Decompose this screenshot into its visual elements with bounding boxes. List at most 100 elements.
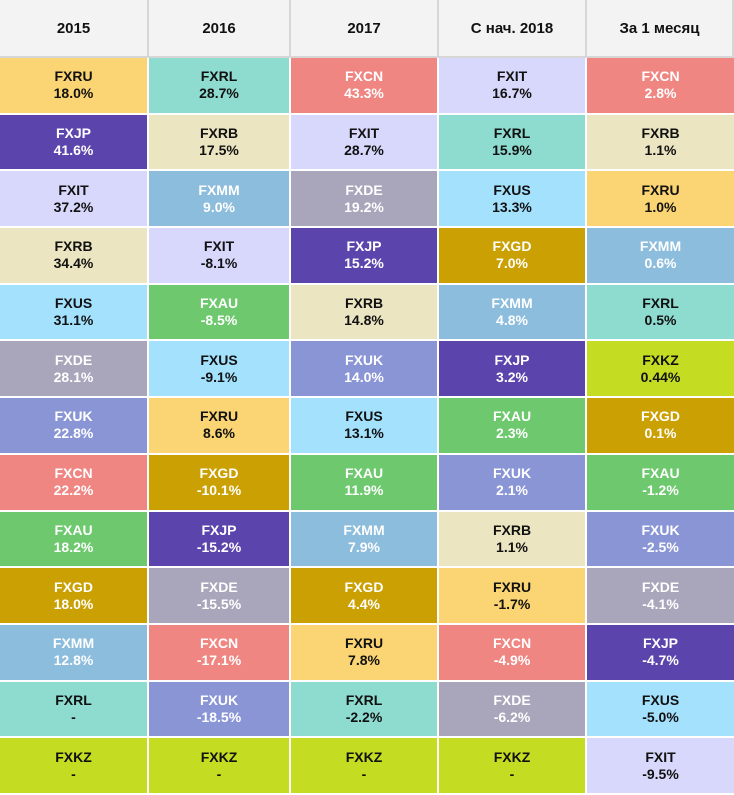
table-cell: FXJP 3.2% <box>439 341 587 399</box>
table-cell: FXIT 28.7% <box>291 114 439 172</box>
ticker-label: FXRB <box>641 125 680 142</box>
return-value: -15.2% <box>196 538 242 555</box>
column-header: За 1 месяц <box>587 0 734 58</box>
ticker-label: FXJP <box>346 238 382 255</box>
ticker-label: FXJP <box>201 521 237 538</box>
return-value: -17.1% <box>196 652 242 669</box>
table-cell: FXRU 1.0% <box>587 171 734 229</box>
ticker-label: FXUK <box>54 408 93 425</box>
table-cell: FXRL -2.2% <box>291 681 439 739</box>
ticker-label: FXDE <box>641 578 680 595</box>
return-value: 34.4% <box>53 255 94 272</box>
ticker-label: FXIT <box>203 238 235 255</box>
return-value: 1.1% <box>644 142 677 159</box>
table-cell: FXAU -1.2% <box>587 454 734 512</box>
return-value: - <box>361 765 367 782</box>
return-value: - <box>71 765 76 782</box>
table-cell: FXDE 19.2% <box>291 171 439 229</box>
ticker-label: FXRL <box>345 691 383 708</box>
table-cell: FXAU 18.2% <box>0 511 149 569</box>
table-cell: FXUK 22.8% <box>0 398 149 455</box>
return-value: 7.9% <box>348 538 380 555</box>
ticker-label: FXDE <box>200 578 238 595</box>
ticker-label: FXRU <box>199 408 239 425</box>
return-value: 13.3% <box>492 198 532 215</box>
table-cell: FXRB 34.4% <box>0 228 149 285</box>
ticker-label: FXKZ <box>493 748 531 765</box>
column-header: 2015 <box>0 0 149 58</box>
table-cell: FXJP 41.6% <box>0 114 149 172</box>
return-value: 7.8% <box>348 652 380 669</box>
ticker-label: FXAU <box>641 465 680 482</box>
table-cell: FXUK 2.1% <box>439 454 587 512</box>
table-cell: FXDE -15.5% <box>149 568 291 625</box>
ticker-label: FXAU <box>54 521 93 538</box>
ticker-label: FXCN <box>199 635 239 652</box>
return-value: 37.2% <box>53 198 94 215</box>
return-value: 28.1% <box>53 368 94 385</box>
return-value: 22.8% <box>53 425 94 442</box>
return-value: 7.0% <box>496 255 528 272</box>
column-header: 2016 <box>149 0 291 58</box>
return-value: 22.2% <box>53 482 94 499</box>
return-value: -4.1% <box>642 595 679 612</box>
ticker-label: FXUS <box>200 351 238 368</box>
table-cell: FXKZ - <box>0 738 149 795</box>
return-value: 3.2% <box>496 368 528 385</box>
table-cell: FXUS -9.1% <box>149 341 291 399</box>
return-value: -9.5% <box>642 765 679 782</box>
return-value: - <box>509 765 515 782</box>
table-cell: FXAU -8.5% <box>149 284 291 342</box>
table-cell: FXUS 13.1% <box>291 398 439 455</box>
table-cell: FXUS 31.1% <box>0 284 149 342</box>
table-cell: FXIT -8.1% <box>149 228 291 285</box>
table-cell: FXJP 15.2% <box>291 228 439 285</box>
return-value: -18.5% <box>196 708 242 725</box>
return-value: -8.5% <box>200 312 238 329</box>
return-value: 14.0% <box>344 368 384 385</box>
return-value: -9.1% <box>200 368 238 385</box>
ticker-label: FXRB <box>492 521 532 538</box>
return-value: 31.1% <box>53 312 94 329</box>
table-cell: FXGD 4.4% <box>291 568 439 625</box>
return-value: 8.6% <box>203 425 235 442</box>
ticker-label: FXRB <box>344 295 384 312</box>
return-value: 14.8% <box>344 312 384 329</box>
column-header: 2017 <box>291 0 439 58</box>
ticker-label: FXKZ <box>200 748 238 765</box>
ticker-label: FXDE <box>54 351 93 368</box>
ticker-label: FXMM <box>343 521 385 538</box>
return-value: - <box>216 765 222 782</box>
ticker-label: FXRL <box>55 691 92 708</box>
ticker-label: FXAU <box>199 295 239 312</box>
ticker-label: FXUS <box>493 181 531 198</box>
return-value: 13.1% <box>344 425 384 442</box>
table-cell: FXCN 43.3% <box>291 58 439 115</box>
ticker-label: FXIT <box>58 181 89 198</box>
return-value: 11.9% <box>344 482 384 499</box>
ticker-label: FXJP <box>642 635 678 652</box>
return-value: 0.6% <box>644 255 677 272</box>
table-cell: FXKZ - <box>149 738 291 795</box>
return-value: - <box>71 708 76 725</box>
return-value: 18.0% <box>53 85 94 102</box>
ticker-label: FXUK <box>492 465 532 482</box>
table-cell: FXCN -17.1% <box>149 624 291 682</box>
table-cell: FXMM 7.9% <box>291 511 439 569</box>
table-cell: FXGD -10.1% <box>149 454 291 512</box>
return-value: 1.0% <box>644 198 677 215</box>
ticker-label: FXMM <box>491 295 533 312</box>
table-cell: FXRU 8.6% <box>149 398 291 455</box>
ticker-label: FXGD <box>492 238 532 255</box>
table-cell: FXRL 28.7% <box>149 58 291 115</box>
ticker-label: FXAU <box>344 465 384 482</box>
return-value: 0.44% <box>640 368 681 385</box>
ticker-label: FXDE <box>345 181 383 198</box>
return-value: 9.0% <box>203 198 235 215</box>
return-value: -1.7% <box>493 595 531 612</box>
ticker-label: FXGD <box>199 465 239 482</box>
return-value: -1.2% <box>642 482 679 499</box>
return-value: 12.8% <box>53 652 94 669</box>
ticker-label: FXKZ <box>642 351 679 368</box>
